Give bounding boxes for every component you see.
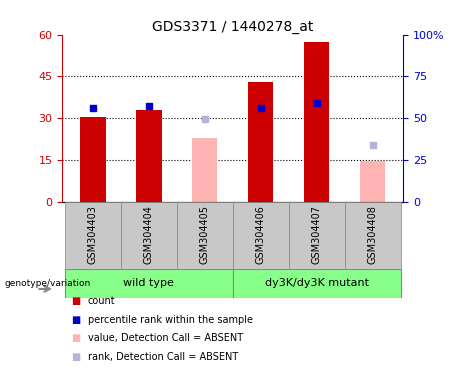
Text: GSM304408: GSM304408 (367, 205, 378, 264)
Bar (192, 137, 218, 202)
Bar (360, 161, 385, 202)
Bar (177, 202, 233, 269)
Text: GSM304407: GSM304407 (312, 205, 322, 264)
Text: percentile rank within the sample: percentile rank within the sample (88, 315, 253, 325)
Text: rank, Detection Call = ABSENT: rank, Detection Call = ABSENT (88, 352, 238, 362)
Text: value, Detection Call = ABSENT: value, Detection Call = ABSENT (88, 333, 242, 343)
Text: GSM304404: GSM304404 (144, 205, 154, 264)
Bar (304, 41, 329, 202)
Text: ■: ■ (71, 333, 81, 343)
Bar (248, 82, 273, 202)
Bar (289, 202, 345, 269)
Title: GDS3371 / 1440278_at: GDS3371 / 1440278_at (152, 20, 313, 33)
Bar (65, 202, 121, 269)
Bar (233, 269, 401, 298)
Bar (121, 202, 177, 269)
Text: ■: ■ (71, 315, 81, 325)
Text: GSM304403: GSM304403 (88, 205, 98, 264)
Text: ■: ■ (71, 296, 81, 306)
Bar (65, 269, 233, 298)
Text: GSM304405: GSM304405 (200, 205, 210, 264)
Text: ■: ■ (71, 352, 81, 362)
Text: dy3K/dy3K mutant: dy3K/dy3K mutant (265, 278, 369, 288)
Bar (136, 110, 161, 202)
Bar (233, 202, 289, 269)
Text: GSM304406: GSM304406 (256, 205, 266, 264)
Text: genotype/variation: genotype/variation (5, 279, 91, 288)
Text: count: count (88, 296, 115, 306)
Text: wild type: wild type (124, 278, 174, 288)
Bar (80, 117, 106, 202)
Bar (345, 202, 401, 269)
